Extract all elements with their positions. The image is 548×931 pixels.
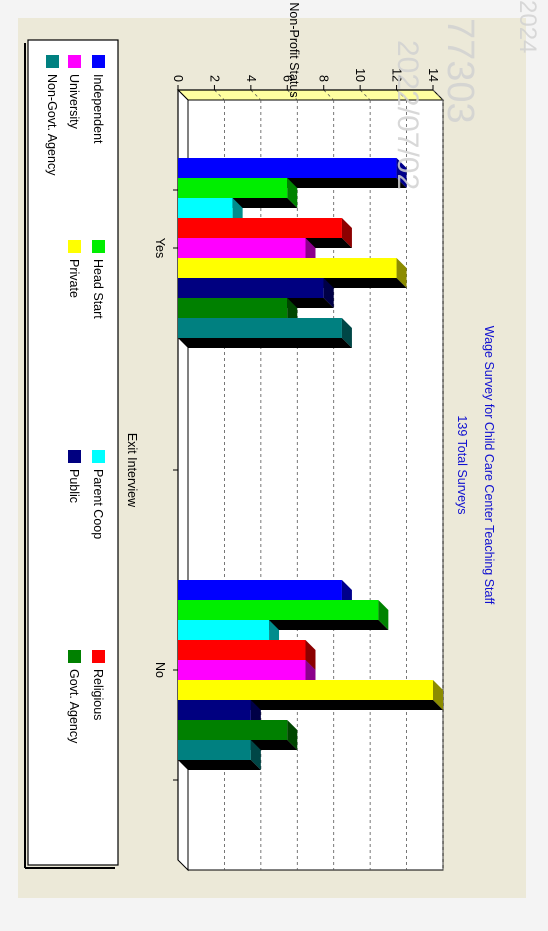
bar [178, 278, 324, 298]
y-tick-label: 0 [171, 75, 185, 82]
bar [177, 178, 288, 198]
y-tick-label: 6 [280, 75, 294, 82]
y-tick-label: 10 [353, 68, 367, 82]
legend-swatch [68, 650, 81, 663]
bar [178, 680, 433, 700]
legend-swatch [92, 650, 105, 663]
legend-swatch [92, 55, 105, 68]
y-tick-label: 2 [207, 75, 221, 82]
legend: Independent Head Start Parent Coop Religiou… [24, 39, 119, 869]
bar [178, 258, 397, 278]
legend-swatch [68, 450, 81, 463]
bar [177, 198, 233, 218]
gridline-side [323, 89, 334, 101]
bar [178, 158, 397, 178]
y-tick-label: 8 [317, 75, 331, 82]
bar [177, 298, 288, 318]
gridline-side [214, 89, 225, 101]
legend-swatch [68, 240, 81, 253]
bar [178, 318, 342, 338]
legend-swatch [92, 240, 105, 253]
bar [178, 700, 251, 720]
legend-label: Head Start [91, 259, 105, 319]
gridline-side [287, 89, 298, 101]
legend-label: Private [67, 259, 81, 298]
bar-side [178, 338, 352, 348]
y-tick-label: 12 [390, 68, 404, 82]
x-tick-label: Yes [153, 238, 167, 258]
bar [178, 600, 379, 620]
legend-label: Govt. Agency [67, 669, 81, 744]
y-axis-label: Non-Profit Status [287, 2, 301, 97]
plot-area: 0 2 4 6 8 10 12 14 Yes No [153, 68, 445, 872]
bar-top [287, 720, 298, 750]
gridline-side [250, 89, 262, 101]
bar-side [178, 760, 261, 770]
gridline-side [359, 89, 371, 101]
legend-label: Religious [91, 669, 105, 720]
x-axis-label: Exit Interview [125, 433, 139, 508]
bar [178, 218, 342, 238]
bar [178, 640, 306, 660]
legend-label: Independent [91, 74, 105, 144]
bar [178, 620, 270, 640]
bar [178, 238, 306, 258]
y-tick-label: 14 [426, 68, 440, 82]
legend-label: Non-Govt. Agency [45, 74, 59, 176]
legend-label: Parent Coop [91, 469, 105, 539]
legend-swatch [68, 55, 81, 68]
legend-swatch [46, 55, 59, 68]
x-tick-label: No [153, 662, 167, 678]
bar [178, 580, 342, 600]
gridline-side [396, 89, 407, 101]
chart-subtitle: 139 Total Surveys [455, 415, 469, 514]
plot-side-wall [176, 89, 445, 101]
bar [178, 740, 251, 760]
bar [178, 660, 306, 680]
legend-swatch [92, 450, 105, 463]
gridline-side [432, 89, 444, 101]
bar [177, 720, 288, 740]
legend-label: Public [67, 469, 81, 503]
legend-label: University [67, 74, 81, 130]
chart-title: Wage Survey for Child Care Center Teachi… [482, 326, 496, 605]
y-tick-label: 4 [244, 75, 258, 82]
bar-top [287, 178, 298, 208]
